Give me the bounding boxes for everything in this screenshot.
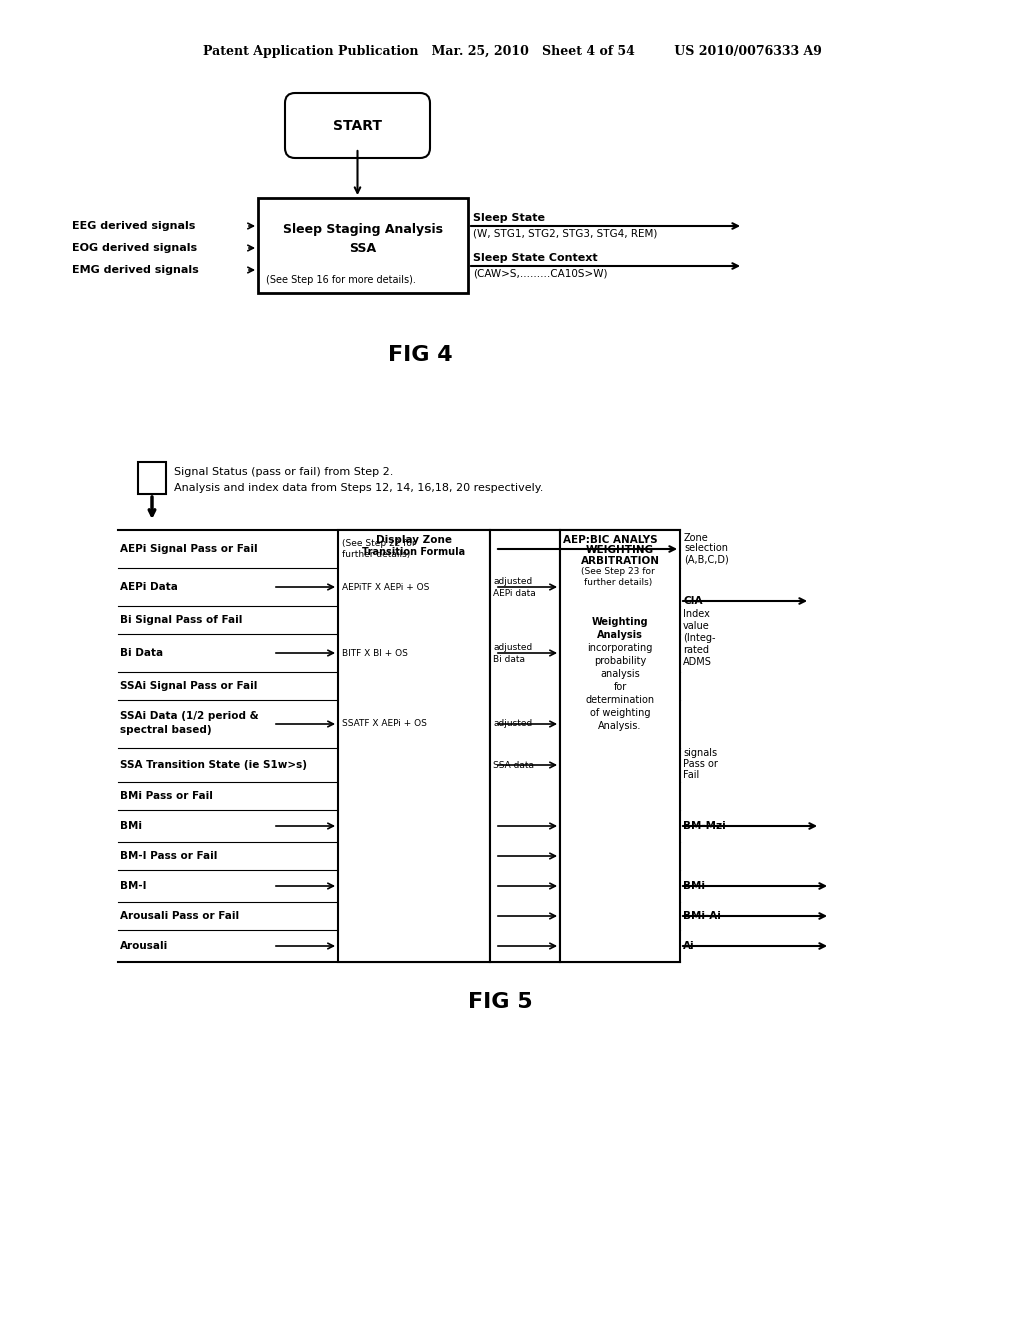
Text: EEG derived signals: EEG derived signals: [72, 220, 196, 231]
Text: Arousali Pass or Fail: Arousali Pass or Fail: [120, 911, 240, 921]
Text: START: START: [333, 119, 382, 132]
Text: SSA: SSA: [349, 242, 377, 255]
Text: BMi: BMi: [120, 821, 142, 832]
Text: AEPi data: AEPi data: [493, 589, 536, 598]
Text: further details): further details): [584, 578, 652, 587]
Text: Analysis and index data from Steps 12, 14, 16,18, 20 respectively.: Analysis and index data from Steps 12, 1…: [174, 483, 544, 492]
Text: incorporating: incorporating: [588, 643, 652, 653]
Text: Bi Data: Bi Data: [120, 648, 163, 657]
Text: spectral based): spectral based): [120, 725, 212, 735]
Text: Signal Status (pass or fail) from Step 2.: Signal Status (pass or fail) from Step 2…: [174, 467, 393, 477]
FancyBboxPatch shape: [285, 92, 430, 158]
Text: BMi-Ai: BMi-Ai: [683, 911, 721, 921]
Text: Zone: Zone: [684, 533, 709, 543]
Text: adjusted: adjusted: [493, 719, 532, 729]
Text: Fail: Fail: [683, 770, 699, 780]
Text: EMG derived signals: EMG derived signals: [72, 265, 199, 275]
Text: SSATF X AEPi + OS: SSATF X AEPi + OS: [342, 719, 427, 729]
Text: determination: determination: [586, 696, 654, 705]
Bar: [560, 531, 680, 962]
Text: (See Step 22 for: (See Step 22 for: [342, 539, 416, 548]
Text: Pass or: Pass or: [683, 759, 718, 770]
Text: Bi data: Bi data: [493, 655, 525, 664]
Text: WEIGHTING: WEIGHTING: [586, 545, 654, 554]
Text: of weighting: of weighting: [590, 708, 650, 718]
Text: Patent Application Publication   Mar. 25, 2010   Sheet 4 of 54         US 2010/0: Patent Application Publication Mar. 25, …: [203, 45, 821, 58]
Text: BM-I: BM-I: [120, 880, 146, 891]
Text: Transition Formula: Transition Formula: [362, 546, 466, 557]
Text: CIA: CIA: [683, 597, 702, 606]
Text: BMi Pass or Fail: BMi Pass or Fail: [120, 791, 213, 801]
Text: further details): further details): [342, 550, 411, 560]
Text: (See Step 23 for: (See Step 23 for: [582, 568, 655, 577]
Text: signals: signals: [683, 748, 717, 758]
Text: SSAi Signal Pass or Fail: SSAi Signal Pass or Fail: [120, 681, 257, 690]
Text: AEPi Data: AEPi Data: [120, 582, 178, 591]
Text: value: value: [683, 620, 710, 631]
Text: FIG 5: FIG 5: [468, 993, 532, 1012]
Text: (A,B,C,D): (A,B,C,D): [684, 554, 729, 564]
Text: BMi: BMi: [683, 880, 705, 891]
Text: SSAi Data (1/2 period &: SSAi Data (1/2 period &: [120, 711, 259, 721]
Text: SSA data: SSA data: [493, 760, 534, 770]
Text: Sleep State Context: Sleep State Context: [473, 253, 598, 263]
Text: EOG derived signals: EOG derived signals: [72, 243, 198, 253]
Text: Bi Signal Pass of Fail: Bi Signal Pass of Fail: [120, 615, 243, 624]
Text: adjusted: adjusted: [493, 644, 532, 652]
Text: ADMS: ADMS: [683, 657, 712, 667]
Text: selection: selection: [684, 543, 728, 553]
Text: Analysis.: Analysis.: [598, 721, 642, 731]
Text: Sleep State: Sleep State: [473, 213, 545, 223]
Text: BM-I Pass or Fail: BM-I Pass or Fail: [120, 851, 217, 861]
Text: BITF X BI + OS: BITF X BI + OS: [342, 648, 408, 657]
Text: adjusted: adjusted: [493, 578, 532, 586]
Text: (Integ-: (Integ-: [683, 634, 716, 643]
Text: analysis: analysis: [600, 669, 640, 678]
Text: rated: rated: [683, 645, 709, 655]
Text: Weighting: Weighting: [592, 616, 648, 627]
Text: Arousali: Arousali: [120, 941, 168, 950]
Bar: [258, 198, 468, 293]
Text: probability: probability: [594, 656, 646, 667]
Text: Display Zone: Display Zone: [376, 535, 452, 545]
Text: Ai: Ai: [683, 941, 694, 950]
Text: Index: Index: [683, 609, 710, 619]
Bar: [490, 531, 560, 962]
Text: AEP:BIC ANALYS: AEP:BIC ANALYS: [563, 535, 657, 545]
Text: AEPiTF X AEPi + OS: AEPiTF X AEPi + OS: [342, 582, 429, 591]
Text: for: for: [613, 682, 627, 692]
Text: (W, STG1, STG2, STG3, STG4, REM): (W, STG1, STG2, STG3, STG4, REM): [473, 228, 657, 238]
Text: SSA Transition State (ie S1w>s): SSA Transition State (ie S1w>s): [120, 760, 307, 770]
Bar: [138, 462, 166, 494]
Text: ARBITRATION: ARBITRATION: [581, 556, 659, 566]
Text: Analysis: Analysis: [597, 630, 643, 640]
Text: AEPi Signal Pass or Fail: AEPi Signal Pass or Fail: [120, 544, 258, 554]
Text: Sleep Staging Analysis: Sleep Staging Analysis: [283, 223, 443, 236]
Text: BM-Mzi: BM-Mzi: [683, 821, 726, 832]
Text: (See Step 16 for more details).: (See Step 16 for more details).: [266, 275, 416, 285]
Text: (CAW>S,.........CA10S>W): (CAW>S,.........CA10S>W): [473, 268, 607, 279]
Text: FIG 4: FIG 4: [388, 345, 453, 366]
Bar: [338, 531, 490, 962]
